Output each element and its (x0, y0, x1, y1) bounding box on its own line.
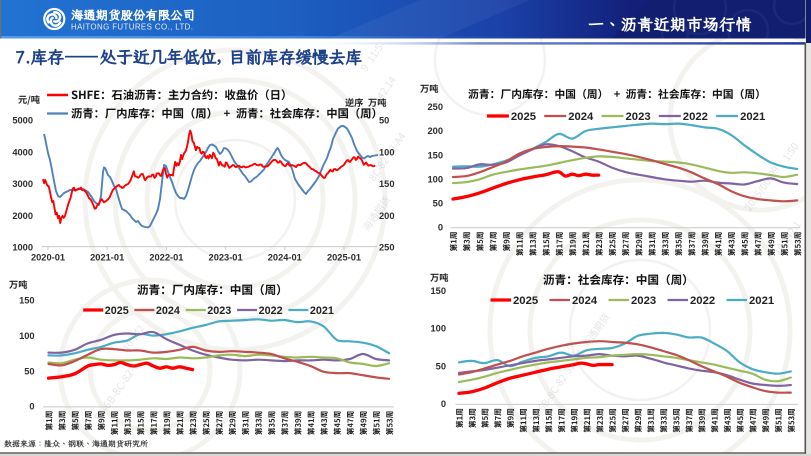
svg-text:2023-01: 2023-01 (209, 253, 243, 263)
svg-text:250: 250 (379, 243, 395, 253)
svg-text:2023: 2023 (626, 111, 651, 123)
svg-text:250: 250 (427, 102, 443, 112)
svg-text:2022: 2022 (259, 305, 283, 317)
svg-text:2021-01: 2021-01 (90, 253, 124, 263)
svg-text:100: 100 (427, 174, 443, 184)
svg-text:2024: 2024 (156, 305, 180, 317)
svg-text:100: 100 (19, 331, 35, 341)
svg-text:50: 50 (433, 199, 443, 209)
svg-text:2024: 2024 (572, 295, 598, 307)
svg-text:HAITONG FUTURES CO., LTD.: HAITONG FUTURES CO., LTD. (71, 23, 193, 32)
svg-text:0: 0 (438, 223, 443, 233)
svg-text:2022: 2022 (690, 295, 715, 307)
svg-text:2023: 2023 (207, 305, 231, 317)
svg-text:150: 150 (379, 179, 395, 189)
svg-text:3000: 3000 (12, 179, 33, 189)
svg-text:2022-01: 2022-01 (149, 253, 183, 263)
svg-text:2024-01: 2024-01 (268, 253, 302, 263)
svg-text:2023: 2023 (631, 295, 656, 307)
svg-text:5000: 5000 (12, 116, 33, 126)
svg-text:2021: 2021 (740, 111, 765, 123)
svg-text:200: 200 (427, 126, 443, 136)
svg-text:50: 50 (24, 366, 34, 376)
svg-text:50: 50 (379, 116, 389, 126)
svg-text:2021: 2021 (310, 305, 334, 317)
svg-text:2025: 2025 (513, 295, 538, 307)
svg-text:1000: 1000 (12, 243, 33, 253)
svg-text:0: 0 (441, 399, 446, 409)
svg-text:150: 150 (19, 296, 35, 306)
svg-text:2025: 2025 (511, 111, 536, 123)
svg-text:2024: 2024 (568, 111, 594, 123)
svg-text:2025: 2025 (105, 305, 129, 317)
svg-text:150: 150 (430, 286, 446, 296)
svg-text:2000: 2000 (12, 211, 33, 221)
svg-text:150: 150 (427, 150, 443, 160)
svg-text:2021: 2021 (749, 295, 774, 307)
svg-text:50: 50 (436, 361, 446, 371)
svg-text:100: 100 (379, 147, 395, 157)
svg-text:100: 100 (430, 324, 446, 334)
svg-text:4000: 4000 (12, 147, 33, 157)
svg-text:2020-01: 2020-01 (31, 253, 65, 263)
svg-text:2022: 2022 (683, 111, 708, 123)
svg-text:200: 200 (379, 211, 395, 221)
svg-text:2025-01: 2025-01 (327, 253, 361, 263)
svg-text:0: 0 (29, 402, 34, 412)
